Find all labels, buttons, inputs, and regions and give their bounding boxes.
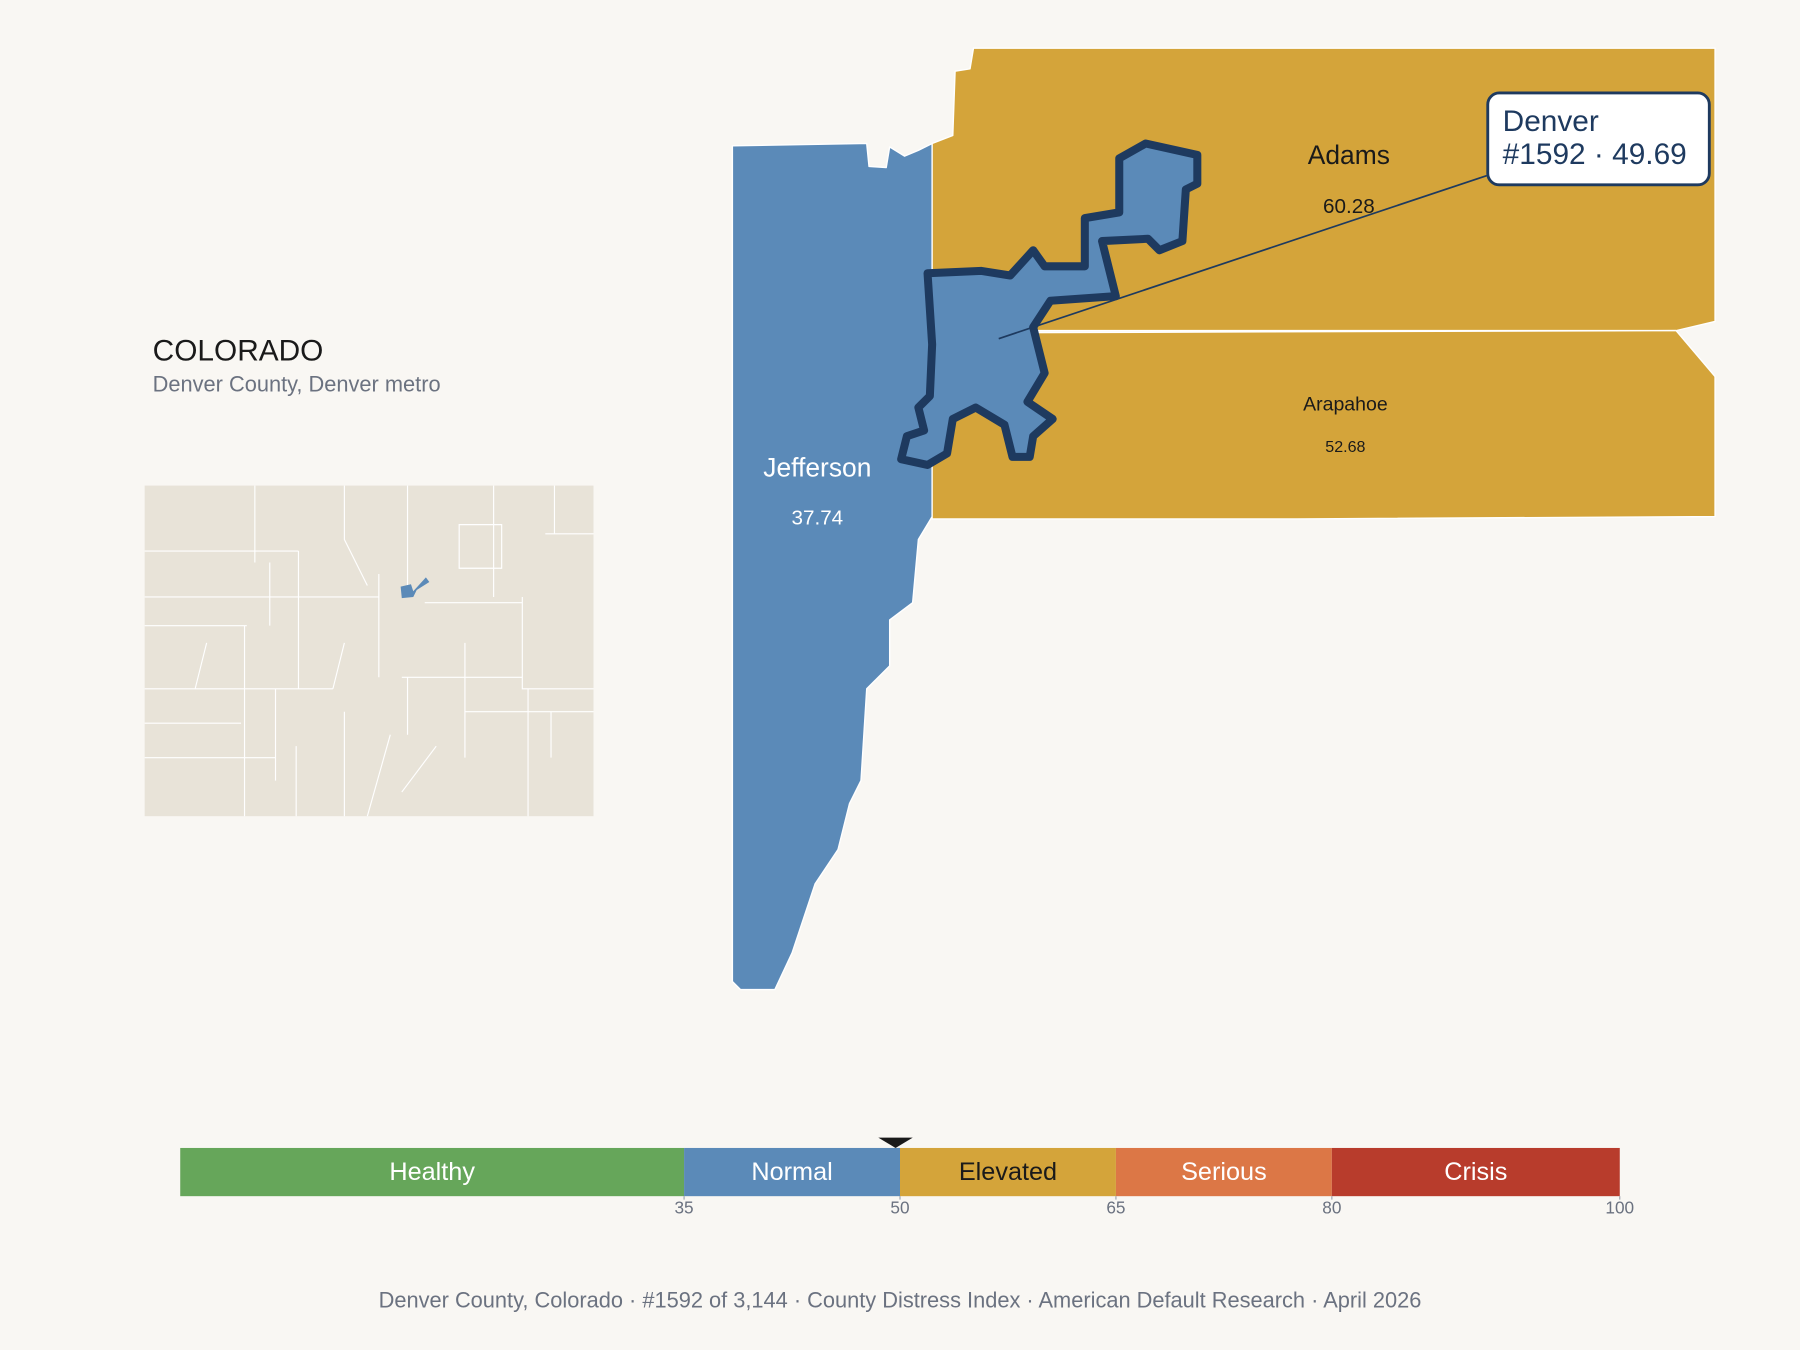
callout-box — [1486, 91, 1711, 187]
tick-label: 65 — [1106, 1197, 1125, 1217]
county-name: Jefferson — [763, 452, 871, 482]
scale-bar: Healthy Normal Elevated Serious Crisis 35 50 65… — [180, 1137, 1634, 1217]
scale-band — [900, 1147, 1116, 1197]
county-shape — [731, 142, 933, 991]
tick-label: 100 — [1605, 1197, 1634, 1217]
scale-band — [684, 1147, 900, 1197]
county-shapes: Jefferson 37.74 Adams 60.28 Arapahoe 52.68 — [731, 47, 1716, 991]
state-title: COLORADO — [153, 334, 324, 367]
county-name: Arapahoe — [1303, 393, 1388, 415]
callout-name: Denver — [1503, 105, 1599, 138]
footer: Denver County, Colorado · #1592 of 3,144… — [379, 1288, 1422, 1313]
band-label: Healthy — [389, 1158, 475, 1186]
county-value: 60.28 — [1323, 195, 1375, 218]
county-name: Adams — [1308, 140, 1390, 170]
band-label: Normal — [751, 1158, 832, 1186]
inset-borders — [144, 485, 594, 817]
value-marker — [878, 1137, 913, 1148]
subtitle: Denver County, Denver metro — [153, 371, 441, 396]
band-label: Elevated — [959, 1158, 1057, 1186]
tick-label: 35 — [674, 1197, 693, 1217]
inset-state — [144, 485, 594, 817]
inset-highlight — [400, 577, 430, 599]
county-value: 52.68 — [1325, 438, 1365, 456]
scale-band — [1115, 1147, 1332, 1197]
county-shape — [897, 139, 1202, 469]
county-shape — [931, 329, 1716, 520]
scale-band — [180, 1147, 685, 1197]
tick-label: 50 — [890, 1197, 909, 1217]
tick-label: 80 — [1322, 1197, 1341, 1217]
band-label: Crisis — [1444, 1158, 1507, 1186]
county-value: 37.74 — [791, 506, 843, 529]
scale-band — [1331, 1147, 1620, 1197]
callout-leader — [998, 174, 1487, 340]
band-label: Serious — [1181, 1158, 1267, 1186]
callout: Denver #1592 · 49.69 — [1486, 91, 1711, 187]
inset-map — [144, 485, 594, 817]
callout-value: #1592 · 49.69 — [1503, 138, 1687, 171]
